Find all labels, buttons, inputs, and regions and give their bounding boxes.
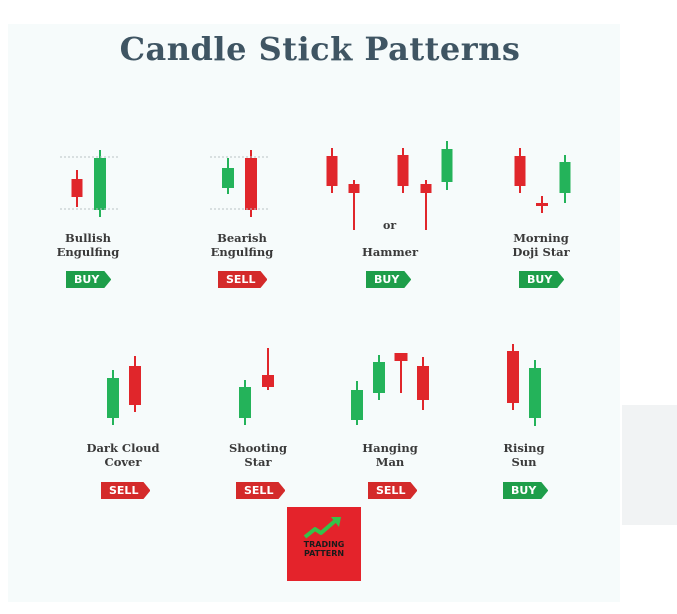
infographic-panel (8, 24, 620, 602)
candle-bearish (348, 180, 360, 230)
pattern-label-bullish-engulfing: Bullish Engulfing (56, 231, 120, 259)
candle-bearish (394, 353, 408, 393)
candle-bearish (397, 148, 409, 193)
candle-bearish (420, 180, 432, 230)
pattern-label-morning-doji-star: Morning Doji Star (512, 231, 570, 259)
signal-badge-buy: BUY (519, 271, 564, 288)
pattern-label-hammer: Hammer (361, 245, 419, 259)
pattern-label-bearish-engulfing: Bearish Engulfing (210, 231, 274, 259)
candle-bearish (262, 348, 274, 390)
candle-doji (536, 196, 548, 213)
signal-badge-sell: SELL (218, 271, 267, 288)
candle-bullish (441, 141, 453, 190)
candle-bullish (529, 360, 541, 426)
candle-bearish (245, 150, 257, 217)
candle-bullish (239, 380, 251, 425)
candle-bearish (326, 148, 338, 193)
candle-bearish (417, 357, 429, 410)
connector-or: or (383, 219, 397, 232)
signal-badge-buy: BUY (366, 271, 411, 288)
logo-text-line1: TRADING (303, 540, 345, 549)
signal-badge-sell: SELL (236, 482, 285, 499)
candle-bearish (514, 148, 526, 193)
candle-bullish (222, 158, 234, 194)
candle-bearish (507, 344, 519, 410)
candle-bullish (351, 381, 363, 425)
candle-bearish (129, 356, 141, 412)
candle-bullish (373, 355, 385, 400)
signal-badge-buy: BUY (66, 271, 111, 288)
logo-text-line2: PATTERN (303, 549, 345, 558)
page-title: Candle Stick Patterns (119, 30, 521, 68)
pattern-label-rising-sun: Rising Sun (503, 441, 545, 469)
pattern-label-dark-cloud-cover: Dark Cloud Cover (86, 441, 160, 469)
pattern-label-hanging-man: Hanging Man (362, 441, 418, 469)
signal-badge-buy: BUY (503, 482, 548, 499)
trading-pattern-logo: TRADING PATTERN (287, 507, 361, 581)
candle-bullish (559, 155, 571, 203)
signal-badge-sell: SELL (368, 482, 417, 499)
candle-bullish (94, 150, 106, 217)
candle-bearish (71, 170, 83, 207)
trend-arrow-icon (303, 517, 341, 539)
candle-bullish (107, 370, 119, 425)
signal-badge-sell: SELL (101, 482, 150, 499)
background-fragment (622, 405, 677, 525)
pattern-label-shooting-star: Shooting Star (228, 441, 288, 469)
